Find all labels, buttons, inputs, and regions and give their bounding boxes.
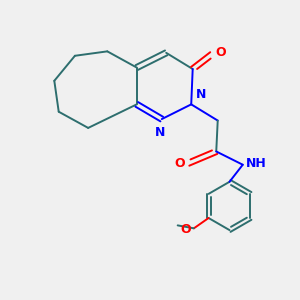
Text: O: O [180, 223, 191, 236]
Text: N: N [155, 126, 166, 139]
Text: O: O [174, 157, 185, 170]
Text: NH: NH [246, 157, 266, 170]
Text: O: O [215, 46, 226, 59]
Text: N: N [196, 88, 206, 101]
